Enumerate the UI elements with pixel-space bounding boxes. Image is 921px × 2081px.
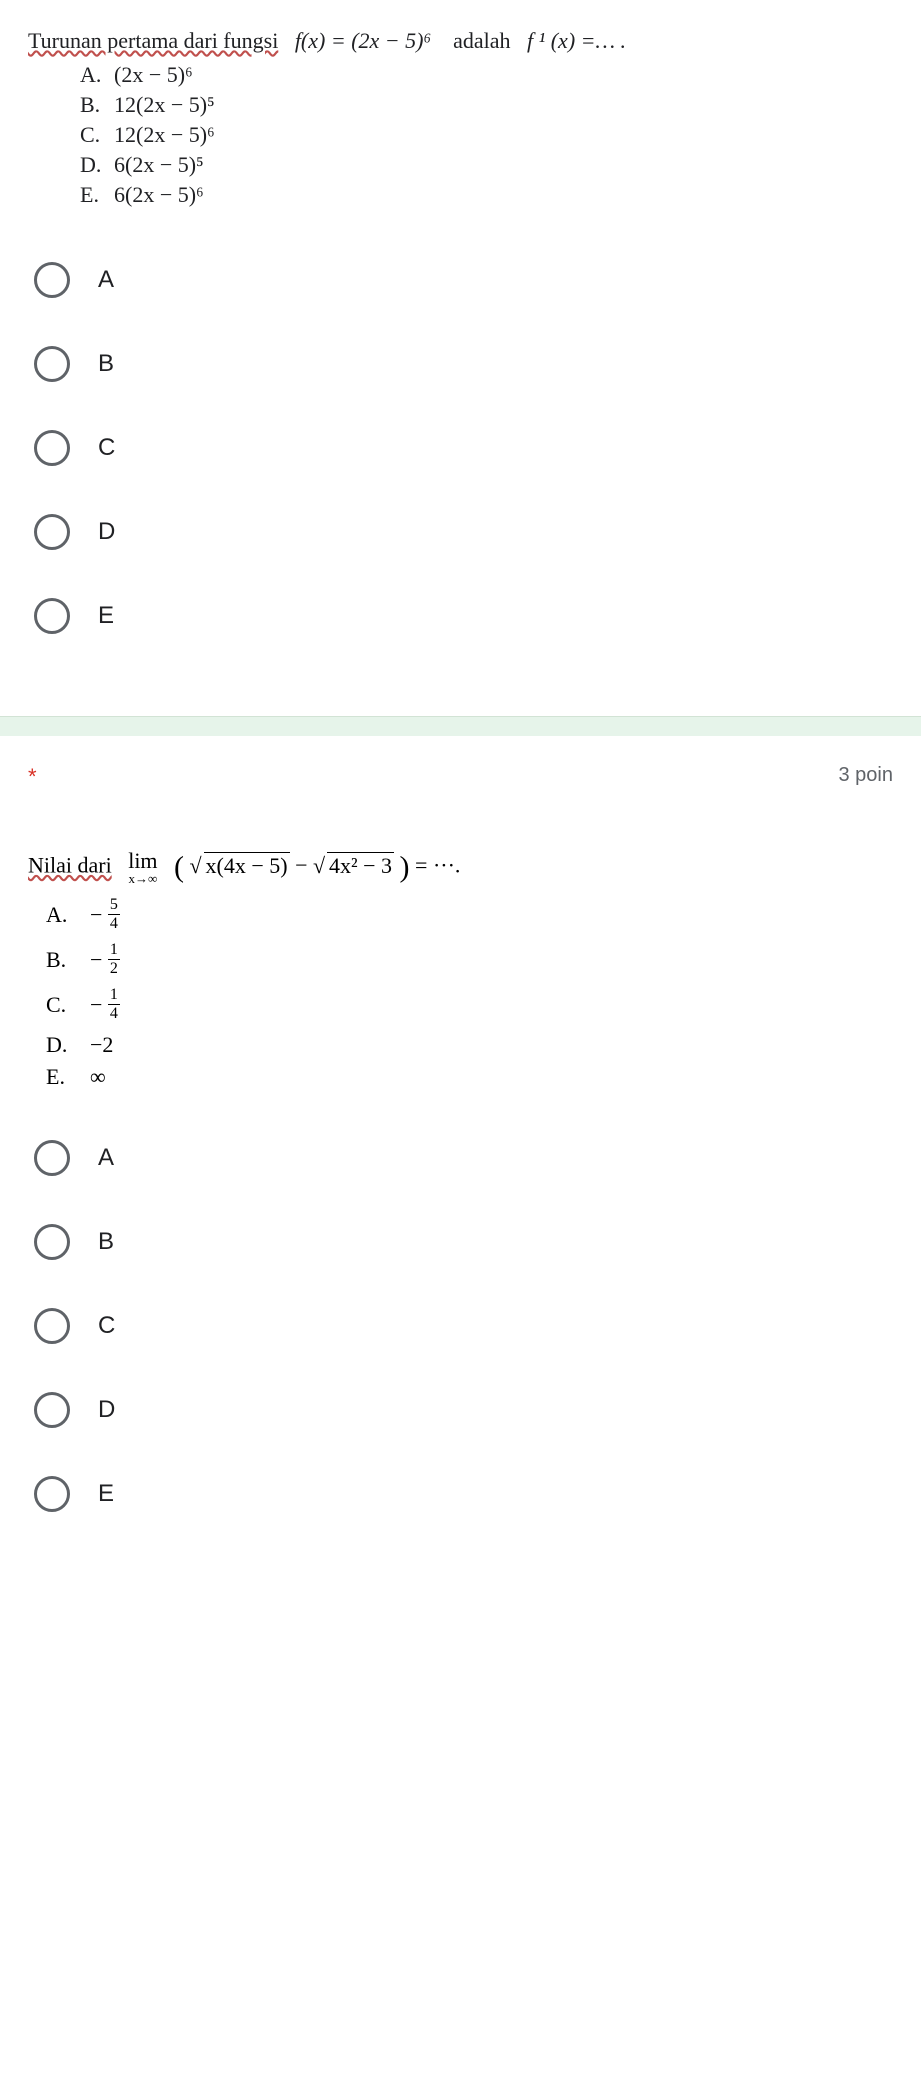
question-2-card: A B C D E	[0, 1114, 921, 1558]
q1-radio-e[interactable]: E	[28, 592, 893, 640]
q1-mid: adalah	[453, 28, 510, 53]
q1-opt-c: C. 12(2x − 5)⁶	[28, 122, 893, 148]
q2-inline-options: A. − 5 4 B. − 1 2 C. − 1	[28, 897, 893, 1090]
points-label: 3 poin	[839, 764, 894, 787]
radio-icon	[34, 1140, 70, 1176]
sqrt-icon: 4x² − 3	[313, 853, 394, 879]
page: Turunan pertama dari fungsi f(x) = (2x −…	[0, 0, 921, 1558]
q1-inline-options: A. (2x − 5)⁶ B. 12(2x − 5)⁵ C. 12(2x − 5…	[28, 62, 893, 208]
radio-icon	[34, 1476, 70, 1512]
fraction-icon: 1 4	[108, 987, 120, 1022]
q2-opt-d: D. −2	[28, 1032, 893, 1058]
left-paren-icon: (	[174, 851, 184, 884]
radio-icon	[34, 1308, 70, 1344]
q1-squiggle-text: Turunan pertama dari fungsi	[28, 28, 278, 53]
radio-icon	[34, 430, 70, 466]
q2-radio-c[interactable]: C	[28, 1302, 893, 1350]
q2-radio-group: A B C D E	[28, 1134, 893, 1518]
sqrt-icon: x(4x − 5)	[190, 853, 290, 879]
radio-icon	[34, 1224, 70, 1260]
fraction-icon: 1 2	[108, 942, 120, 977]
radio-icon	[34, 1392, 70, 1428]
q2-squiggle-text: Nilai dari	[28, 853, 112, 878]
right-paren-icon: )	[400, 851, 410, 884]
fraction-icon: 5 4	[108, 897, 120, 932]
question-2-header: * 3 poin	[0, 736, 921, 790]
q1-opt-a: A. (2x − 5)⁶	[28, 62, 893, 88]
q1-formula-lhs: f(x) = (2x − 5)⁶	[295, 28, 431, 53]
q1-opt-e: E. 6(2x − 5)⁶	[28, 182, 893, 208]
q1-opt-b: B. 12(2x − 5)⁵	[28, 92, 893, 118]
q2-opt-e: E. ∞	[28, 1064, 893, 1090]
q2-opt-c: C. − 1 4	[28, 987, 893, 1022]
q1-radio-b[interactable]: B	[28, 340, 893, 388]
q2-radio-a[interactable]: A	[28, 1134, 893, 1182]
q2-radio-e[interactable]: E	[28, 1470, 893, 1518]
q2-radio-d[interactable]: D	[28, 1386, 893, 1434]
q1-radio-d[interactable]: D	[28, 508, 893, 556]
q1-formula-rhs: f ¹ (x) =… .	[527, 28, 626, 53]
required-asterisk: *	[28, 764, 37, 790]
radio-icon	[34, 262, 70, 298]
success-divider	[0, 716, 921, 736]
q1-radio-group: A B C D E	[28, 256, 893, 640]
q2-radio-b[interactable]: B	[28, 1218, 893, 1266]
radio-icon	[34, 346, 70, 382]
question-1-image: Turunan pertama dari fungsi f(x) = (2x −…	[28, 28, 893, 208]
question-2-text: Nilai dari lim x→∞ ( x(4x − 5) − 4x² − 3…	[28, 850, 893, 885]
q1-radio-c[interactable]: C	[28, 424, 893, 472]
q2-opt-a: A. − 5 4	[28, 897, 893, 932]
question-2-image: Nilai dari lim x→∞ ( x(4x − 5) − 4x² − 3…	[0, 790, 921, 1114]
radio-icon	[34, 514, 70, 550]
q1-radio-a[interactable]: A	[28, 256, 893, 304]
q2-opt-b: B. − 1 2	[28, 942, 893, 977]
limit-icon: lim x→∞	[128, 850, 157, 885]
question-1-text: Turunan pertama dari fungsi f(x) = (2x −…	[28, 28, 893, 54]
q1-opt-d: D. 6(2x − 5)⁵	[28, 152, 893, 178]
question-1-card: Turunan pertama dari fungsi f(x) = (2x −…	[0, 0, 921, 716]
radio-icon	[34, 598, 70, 634]
